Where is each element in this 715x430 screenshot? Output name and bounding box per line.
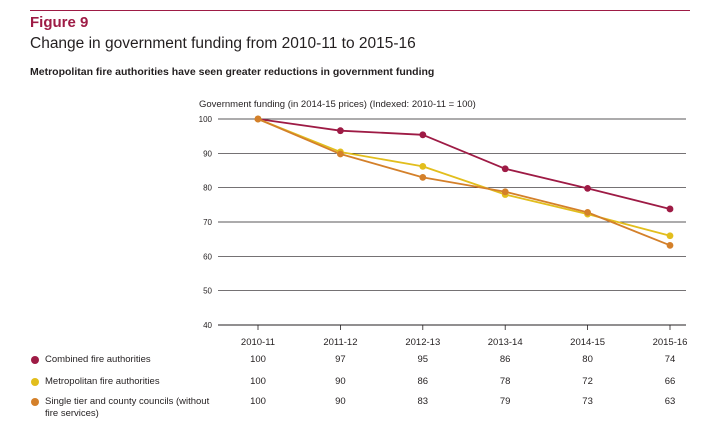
series-line-1 (257, 118, 671, 237)
figure-title: Change in government funding from 2010-1… (30, 35, 416, 52)
series-line-0 (257, 118, 671, 210)
data-point-2 (337, 150, 344, 158)
table-cell: 78 (499, 376, 511, 387)
table-cell: 100 (250, 396, 266, 407)
table-cell: 86 (417, 376, 429, 387)
table-cell: 79 (499, 396, 511, 407)
legend-label: Single tier and county councils (without… (45, 396, 210, 419)
legend-label: Metropolitan fire authorities (45, 376, 160, 387)
table-cell: 95 (417, 354, 429, 365)
x-tick-label: 2012-13 (405, 337, 440, 348)
figure-subtitle: Metropolitan fire authorities have seen … (30, 66, 435, 78)
table-cell: 100 (250, 354, 266, 365)
y-axis-label: Government funding (in 2014-15 prices) (… (199, 99, 476, 110)
x-tick-label: 2011-12 (323, 337, 357, 348)
y-tick-label: 100 (199, 115, 213, 124)
y-tick-label: 80 (203, 184, 212, 193)
table-cell: 63 (664, 396, 676, 407)
data-point-2 (501, 188, 509, 196)
table-cell: 66 (664, 376, 676, 387)
data-point-1 (666, 232, 674, 240)
table-cell: 100 (250, 376, 266, 387)
x-tick-label: 2010-11 (241, 337, 275, 348)
data-point-2 (666, 241, 674, 249)
legend-marker (31, 356, 39, 364)
data-point-2 (584, 208, 591, 216)
data-point-2 (254, 115, 262, 123)
table-cell: 80 (582, 354, 593, 365)
data-point-0 (666, 205, 674, 213)
top-rule (30, 10, 690, 11)
data-point-0 (501, 165, 509, 173)
x-tick-label: 2014-15 (570, 337, 605, 348)
legend-marker (31, 378, 39, 386)
y-tick-label: 70 (203, 218, 212, 227)
series-lines (254, 115, 674, 249)
table-cell: 90 (335, 396, 346, 407)
y-tick-label: 60 (203, 252, 212, 261)
data-point-1 (419, 162, 427, 170)
x-tick-labels: 2010-11 2011-12 2012-13 2013-14 2014-15 2015-… (241, 325, 688, 348)
figure-label: Figure 9 (30, 14, 89, 31)
x-tick-label: 2013-14 (488, 337, 523, 348)
y-tick-label: 90 (203, 149, 212, 158)
table-cell: 72 (582, 376, 593, 387)
legend-label: Combined fire authorities (45, 354, 151, 365)
data-point-0 (419, 131, 427, 139)
table-cell: 90 (335, 376, 346, 387)
data-point-0 (337, 127, 344, 135)
table-cell: 83 (417, 396, 429, 407)
legend-marker (31, 398, 39, 406)
y-tick-label: 50 (203, 287, 212, 296)
table-cell: 73 (582, 396, 593, 407)
gridlines (218, 118, 686, 326)
table-cell: 74 (664, 354, 676, 365)
x-tick-label: 2015-16 (653, 337, 688, 348)
data-point-0 (584, 184, 591, 192)
data-point-2 (419, 173, 427, 181)
y-tick-labels: 100 90 80 70 60 50 40 (199, 115, 213, 330)
table-cell: 86 (499, 354, 511, 365)
series-line-2 (257, 118, 671, 247)
table-cell: 97 (335, 354, 346, 365)
y-tick-label: 40 (203, 321, 212, 330)
